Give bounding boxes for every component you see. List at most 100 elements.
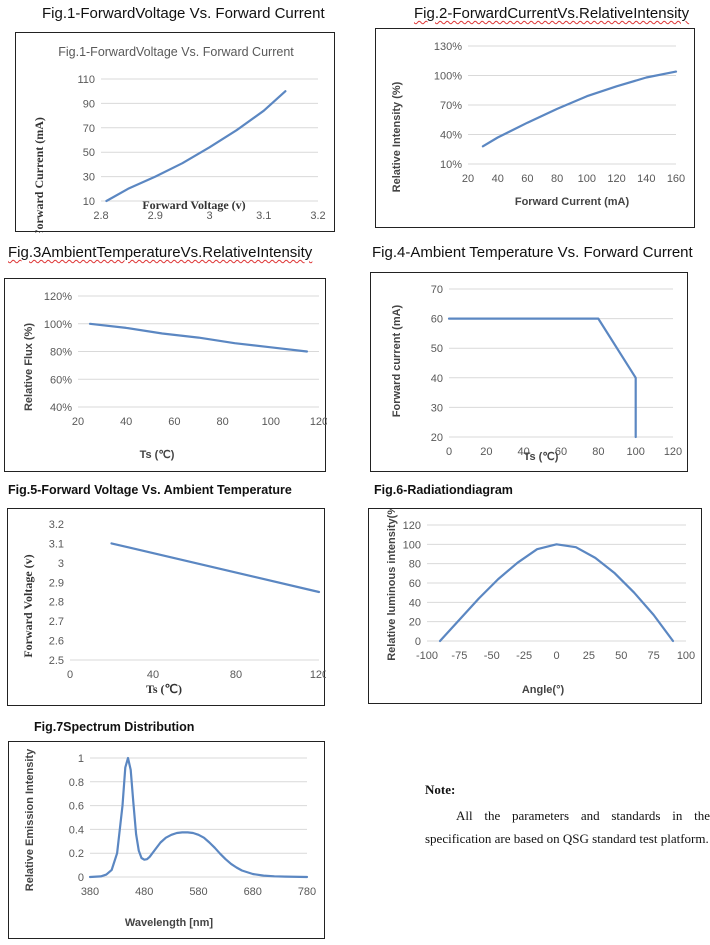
fig2-heading: Fig.2-ForwardCurrentVs.RelativeIntensity	[414, 5, 689, 22]
y-tick-label: 2.9	[49, 577, 64, 589]
x-tick-label: 25	[583, 650, 595, 662]
fig4-heading: Fig.4-Ambient Temperature Vs. Forward Cu…	[372, 244, 693, 261]
fig5-svg: 2.5 2.6 2.7 2.8 2.9 3 3.1 3.2 0 40 80 120 Ts (℃) Forw…	[21, 519, 326, 696]
y-tick-label: 100%	[44, 319, 72, 331]
series-line	[481, 70, 678, 148]
y-tick-label: 1	[78, 753, 84, 765]
series-line	[105, 90, 287, 203]
y-tick-label: 2.8	[49, 597, 64, 609]
x-axis-title: Ts (℃)	[524, 451, 559, 463]
x-tick-label: 380	[81, 886, 99, 898]
y-tick-label: 70	[431, 284, 443, 296]
x-tick-label: 20	[72, 416, 84, 428]
fig6-chart: 0 20 40 60 80 100 120 -100 -75 -50 -25 0 25 50 75 100 An…	[368, 508, 702, 704]
x-tick-label: 40	[518, 446, 530, 458]
fig3-svg: 40% 60% 80% 100% 120% 20 40 60 80 100 120 Ts (℃) Rel…	[23, 291, 327, 461]
y-tick-label: 110	[77, 74, 95, 86]
fig3-chart: 40% 60% 80% 100% 120% 20 40 60 80 100 120 Ts (℃) Rel…	[4, 278, 327, 472]
fig3-heading-text: Fig.3AmbientTemperatureVs.RelativeIntens…	[8, 244, 313, 261]
y-tick-label: 0.8	[69, 777, 84, 789]
fig7-heading: Fig.7Spectrum Distribution	[34, 720, 195, 734]
fig4-chart: 20 30 40 50 60 70 0 20 40 60 80 100 120 Ts (℃) Forward…	[370, 272, 688, 472]
y-tick-label: 10%	[440, 159, 462, 171]
x-tick-label: -25	[516, 650, 532, 662]
y-axis-title: Forward Voltage (v)	[21, 554, 35, 657]
x-tick-label: 80	[551, 173, 563, 185]
y-tick-label: 50	[83, 147, 95, 159]
x-tick-label: 20	[480, 446, 492, 458]
x-tick-label: 80	[230, 669, 242, 681]
x-axis-title: Ts (℃)	[140, 449, 175, 461]
x-tick-label: -50	[484, 650, 500, 662]
y-tick-label: 50	[431, 343, 443, 355]
x-tick-label: 580	[189, 886, 207, 898]
y-tick-label: 100%	[434, 71, 462, 83]
y-tick-label: 80%	[50, 347, 72, 359]
y-tick-label: 20	[409, 617, 421, 629]
x-tick-label: 3.1	[256, 210, 271, 222]
x-tick-label: -75	[451, 650, 467, 662]
x-tick-label: -100	[416, 650, 438, 662]
series-line	[88, 322, 308, 353]
x-tick-label: 120	[664, 446, 682, 458]
x-tick-label: 680	[244, 886, 262, 898]
x-tick-label: 60	[521, 173, 533, 185]
y-tick-label: 0.2	[69, 848, 84, 860]
y-tick-label: 40%	[50, 402, 72, 414]
y-axis-title: Forward current (mA)	[391, 304, 403, 417]
y-tick-label: 0.4	[69, 824, 84, 836]
x-tick-label: 80	[592, 446, 604, 458]
x-tick-label: 80	[216, 416, 228, 428]
fig5-chart: 2.5 2.6 2.7 2.8 2.9 3 3.1 3.2 0 40 80 120 Ts (℃) Forw…	[7, 508, 326, 706]
x-tick-label: 40	[120, 416, 132, 428]
fig2-heading-text: Fig.2-ForwardCurrentVs.RelativeIntensity	[414, 5, 690, 22]
x-tick-label: 120	[607, 173, 625, 185]
y-tick-label: 120%	[44, 291, 72, 303]
y-axis-title: Relative Flux (%)	[23, 323, 35, 411]
x-tick-label: 3	[206, 210, 212, 222]
y-tick-label: 2.5	[49, 655, 64, 667]
y-tick-label: 120	[403, 520, 421, 532]
fig1-heading: Fig.1-ForwardVoltage Vs. Forward Current	[42, 5, 325, 22]
x-axis-title: Ts (℃)	[146, 682, 182, 696]
fig3-heading: Fig.3AmbientTemperatureVs.RelativeIntens…	[8, 244, 312, 261]
fig2-chart: 10% 40% 70% 100% 130% 20 40 60 80 100 120 140 160 For…	[375, 28, 695, 228]
y-tick-label: 0	[78, 872, 84, 884]
series-line	[88, 756, 309, 879]
y-tick-label: 30	[431, 402, 443, 414]
y-tick-label: 90	[83, 98, 95, 110]
chart-title: Fig.1-ForwardVoltage Vs. Forward Current	[58, 45, 294, 59]
y-tick-label: 2.7	[49, 616, 64, 628]
x-axis-title: Forward Voltage (v)	[142, 198, 245, 212]
fig1-chart: 10 30 50 70 90 110 2.8 2.9 3 3.1 3.2 Fig.1-ForwardV…	[15, 32, 335, 233]
x-tick-label: 100	[262, 416, 280, 428]
y-axis-title: Relative Intensity (%)	[391, 81, 403, 192]
y-tick-label: 20	[431, 432, 443, 444]
x-axis-title: Angle(°)	[522, 684, 565, 696]
x-tick-label: 20	[462, 173, 474, 185]
y-tick-label: 0.6	[69, 801, 84, 813]
fig5-heading: Fig.5-Forward Voltage Vs. Ambient Temper…	[8, 483, 292, 497]
x-tick-label: 60	[168, 416, 180, 428]
x-tick-label: 2.9	[148, 210, 163, 222]
x-tick-label: 140	[637, 173, 655, 185]
y-tick-label: 2.6	[49, 636, 64, 648]
x-tick-label: 100	[578, 173, 596, 185]
fig6-svg: 0 20 40 60 80 100 120 -100 -75 -50 -25 0 25 50 75 100 An…	[386, 509, 695, 696]
x-tick-label: 75	[648, 650, 660, 662]
y-tick-label: 40	[431, 373, 443, 385]
fig6-heading: Fig.6-Radiationdiagram	[374, 483, 513, 497]
x-tick-label: 2.8	[93, 210, 108, 222]
y-axis-title: Relative luminous intensity(%)	[386, 509, 398, 661]
x-tick-label: 0	[67, 669, 73, 681]
y-tick-label: 100	[403, 539, 421, 551]
y-tick-label: 0	[415, 636, 421, 648]
y-tick-label: 3.2	[49, 519, 64, 531]
y-tick-label: 3	[58, 558, 64, 570]
y-tick-label: 70	[83, 123, 95, 135]
note-title: Note:	[425, 782, 456, 797]
x-tick-label: 3.2	[310, 210, 325, 222]
y-tick-label: 40	[409, 597, 421, 609]
y-axis-title: Forward Current (mA)	[32, 117, 46, 233]
